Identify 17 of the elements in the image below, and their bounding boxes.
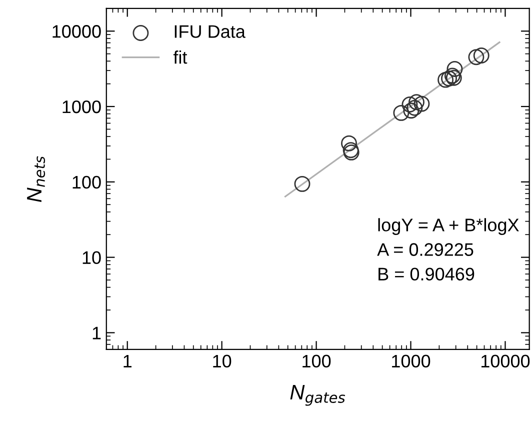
legend-label: fit [173,50,188,64]
annotation: B = 0.90469 [378,268,474,281]
x-tick-label: 100 [302,354,331,368]
x-tick-label: 10000 [482,354,530,368]
y-tick-label: 100 [72,176,101,189]
y-tick-label: 10 [82,251,101,264]
x-tick-label: 1000 [392,354,430,368]
y-tick-label: 10000 [52,25,101,38]
y-tick-label: 1 [92,326,101,340]
x-tick-label: 10 [213,354,232,368]
x-tick-label: 1 [124,354,132,368]
y-axis-title: N$_{nets}$ [27,156,46,202]
annotation: logY = A + B*logX [378,218,519,235]
legend-label: IFU Data [174,25,246,38]
x-axis-title: N$_{gates}$ [290,385,346,406]
annotation: A = 0.29225 [377,243,474,256]
y-tick-label: 1000 [62,100,101,114]
